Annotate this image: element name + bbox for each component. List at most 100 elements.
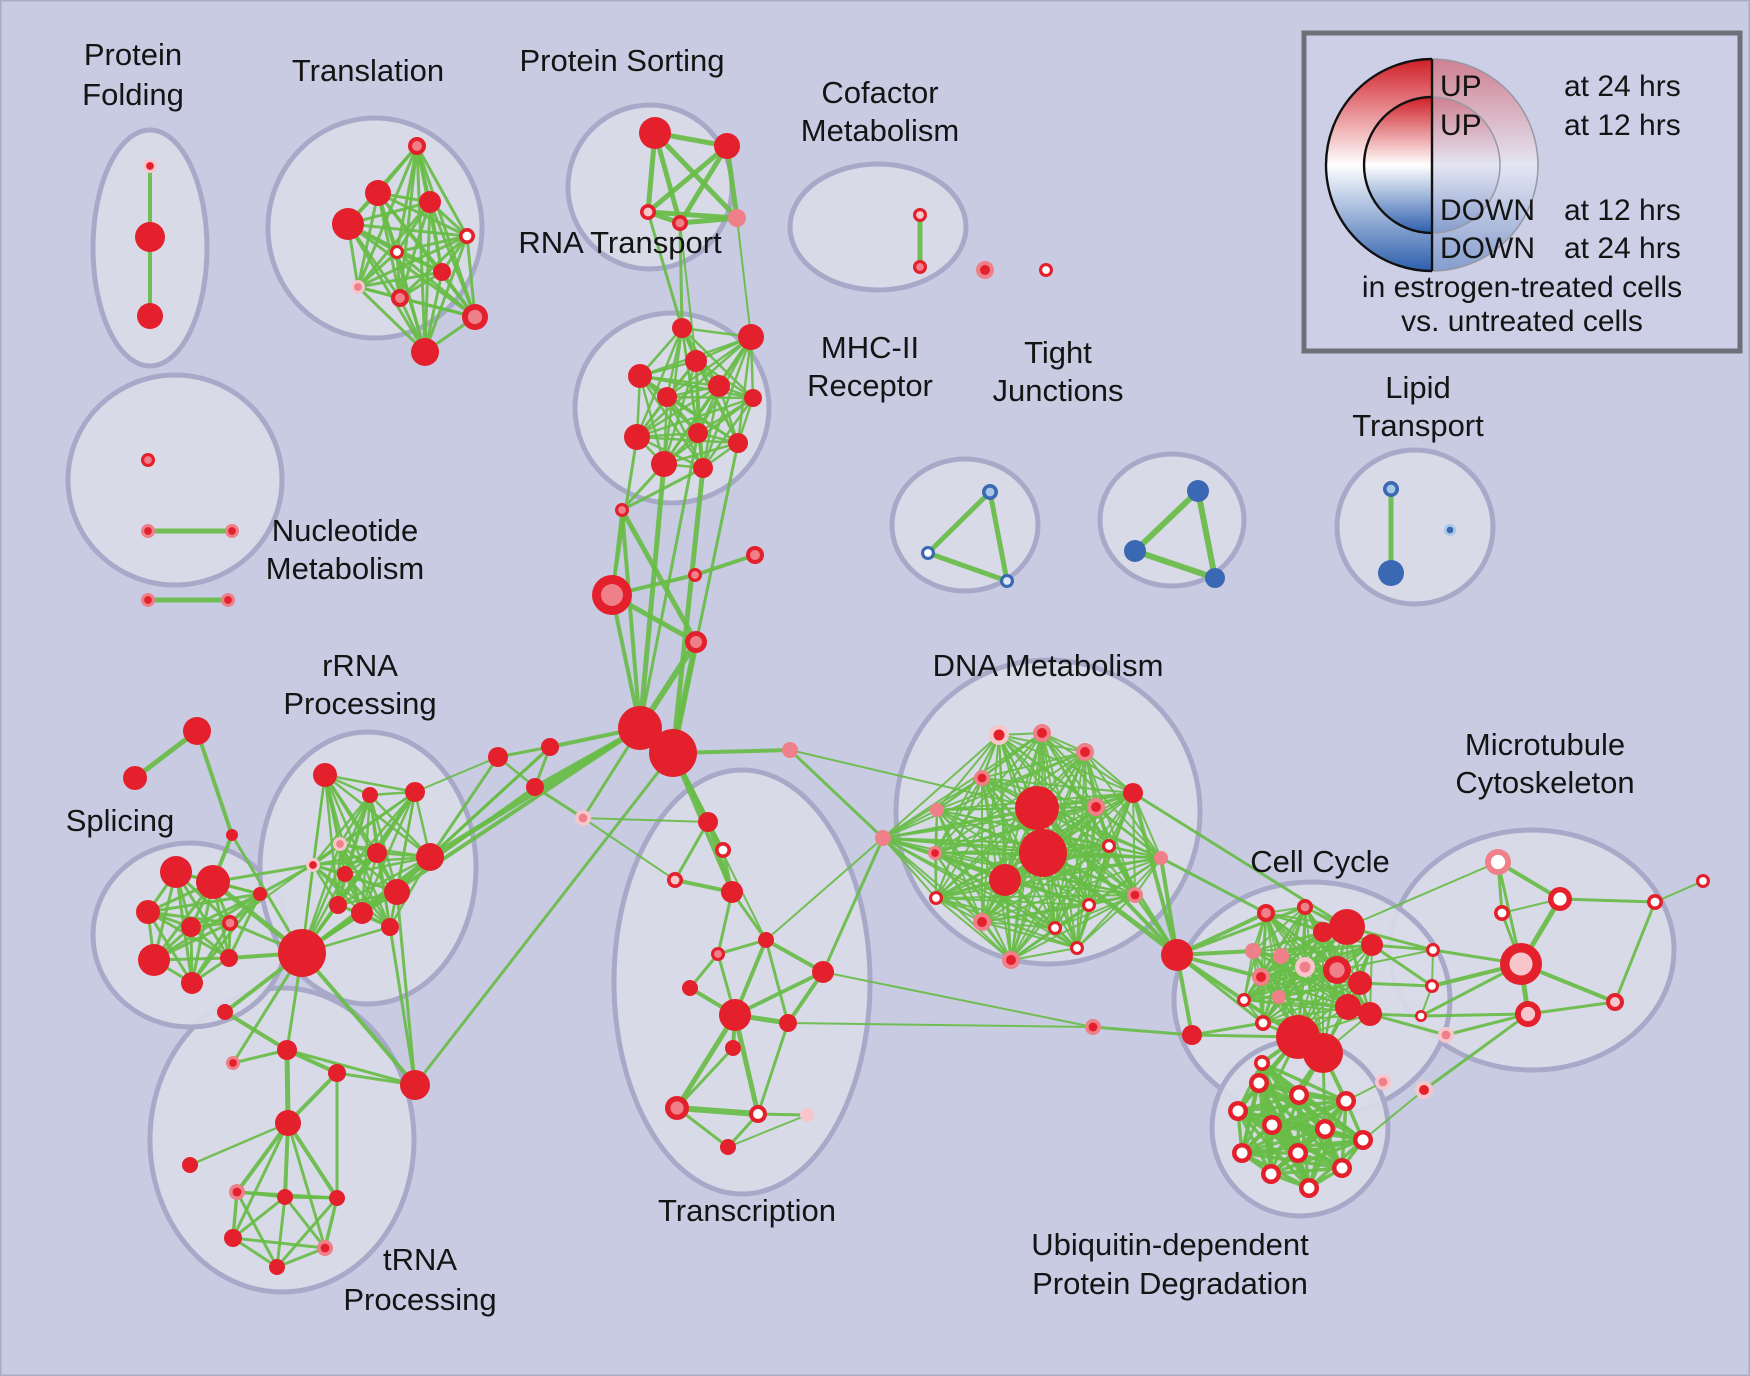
gene-node: [419, 191, 441, 213]
gene-node: [1444, 524, 1456, 536]
network-edge: [981, 777, 1134, 794]
gene-node: [667, 872, 683, 888]
gene-node: [672, 215, 688, 231]
gene-node: [143, 159, 157, 173]
gene-node: [1076, 743, 1094, 761]
gene-node: [1438, 1027, 1454, 1043]
gene-node: [182, 1157, 198, 1173]
gene-node: [913, 260, 927, 274]
network-edge: [323, 1196, 339, 1250]
cluster-label-translation: Translation: [292, 53, 444, 88]
gene-node: [362, 787, 378, 803]
legend-wheel-outline: [1324, 57, 1433, 273]
gene-node: [1033, 724, 1051, 742]
network-edge: [1252, 931, 1324, 952]
gene-node: [1245, 943, 1261, 959]
network-edge: [1010, 927, 1056, 961]
gene-node: [714, 133, 740, 159]
gene-node: [1102, 839, 1116, 853]
gene-node: [391, 289, 409, 307]
gene-node: [1361, 934, 1383, 956]
gene-node: [1494, 905, 1510, 921]
network-edge: [882, 837, 1078, 949]
network-edge: [756, 1021, 790, 1116]
network-edge: [638, 374, 666, 466]
gene-node: [651, 451, 677, 477]
network-edge: [736, 217, 752, 338]
network-edge: [882, 837, 937, 899]
cluster-label-protein-folding: Protein: [84, 37, 182, 72]
gene-node: [226, 1056, 240, 1070]
gene-node: [1261, 1164, 1281, 1184]
gene-node: [317, 1240, 333, 1256]
gene-node: [1515, 1001, 1541, 1027]
gene-node: [685, 350, 707, 372]
network-edge: [343, 855, 432, 876]
network-edge: [1654, 880, 1704, 903]
cluster-label-mhc-ii: Receptor: [807, 368, 933, 403]
legend-direction-label: UP: [1440, 70, 1482, 103]
network-edge: [677, 215, 740, 226]
network-edge: [638, 374, 705, 470]
network-edge: [733, 970, 825, 1017]
gene-node: [618, 706, 662, 750]
gene-node: [693, 458, 713, 478]
gene-node: [278, 929, 326, 977]
network-edge: [285, 1048, 417, 1087]
gene-node: [141, 524, 155, 538]
network-edge: [675, 1046, 735, 1110]
cluster-label-nucleotide: Metabolism: [266, 551, 425, 586]
network-edge: [652, 130, 740, 221]
gene-node: [1323, 956, 1351, 984]
gene-node: [665, 1096, 689, 1120]
gene-node: [1082, 898, 1096, 912]
network-edge: [323, 773, 432, 859]
gene-node: [1358, 1002, 1382, 1026]
gene-node: [1161, 939, 1193, 971]
gene-node: [1039, 263, 1053, 277]
network-edge: [671, 441, 740, 755]
gene-node: [1228, 1101, 1248, 1121]
network-edge: [356, 144, 419, 289]
legend-direction-label: UP: [1440, 109, 1482, 142]
gene-node: [720, 1139, 736, 1155]
network-edge: [679, 222, 697, 362]
cluster-label-microtubule: Cytoskeleton: [1455, 765, 1634, 800]
gene-node: [649, 729, 697, 777]
network-edge: [1132, 548, 1218, 581]
gene-node: [749, 1105, 767, 1123]
gene-node: [459, 228, 475, 244]
cluster-label-rrna-processing: Processing: [283, 686, 436, 721]
network-edge: [356, 234, 469, 289]
gene-node: [719, 999, 751, 1031]
network-edge: [414, 756, 499, 793]
cluster-label-cofactor: Cofactor: [821, 75, 938, 110]
gene-node: [1289, 1085, 1309, 1105]
gene-node: [332, 208, 364, 240]
gene-node: [462, 304, 488, 330]
gene-node: [1232, 1143, 1252, 1163]
gene-node: [688, 568, 702, 582]
gene-node: [141, 593, 155, 607]
cluster-label-protein-folding: Folding: [82, 77, 184, 112]
gene-node: [1332, 1158, 1352, 1178]
network-edge: [788, 748, 885, 840]
gene-node: [782, 742, 798, 758]
network-edge: [1036, 807, 1162, 859]
cluster-labels: Protein Folding Translation Protein Sorting…: [66, 37, 1635, 1317]
network-edge: [356, 250, 399, 289]
network-edge: [935, 777, 983, 899]
network-edge: [1262, 931, 1324, 1024]
network-edge: [311, 793, 372, 867]
network-edge: [610, 593, 642, 730]
legend-time-label: at 24 hrs: [1564, 70, 1681, 103]
network-edge: [1076, 792, 1134, 949]
gene-node: [1085, 1019, 1101, 1035]
cluster-bubble-nucleotide-metabolism: [65, 372, 285, 588]
network-edge: [395, 234, 469, 254]
gene-node: [1237, 993, 1251, 1007]
gene-node: [1123, 783, 1143, 803]
gene-node: [526, 778, 544, 796]
gene-node: [1288, 1143, 1308, 1163]
network-edge: [635, 396, 755, 439]
